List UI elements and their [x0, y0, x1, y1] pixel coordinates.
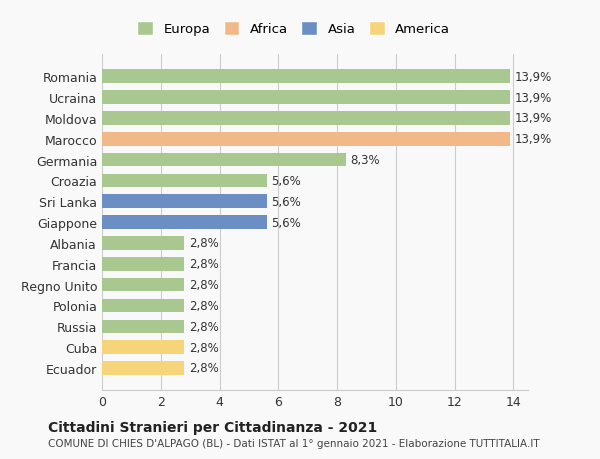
Text: 2,8%: 2,8%: [188, 299, 218, 312]
Bar: [102, 174, 266, 188]
Bar: [102, 320, 184, 333]
Text: 2,8%: 2,8%: [188, 320, 218, 333]
Bar: [102, 91, 511, 105]
Text: 13,9%: 13,9%: [515, 71, 552, 84]
Text: 2,8%: 2,8%: [188, 279, 218, 291]
Text: 2,8%: 2,8%: [188, 257, 218, 271]
Text: 5,6%: 5,6%: [271, 196, 301, 208]
Bar: [102, 257, 184, 271]
Text: 2,8%: 2,8%: [188, 237, 218, 250]
Legend: Europa, Africa, Asia, America: Europa, Africa, Asia, America: [133, 18, 454, 40]
Bar: [102, 341, 184, 354]
Text: COMUNE DI CHIES D'ALPAGO (BL) - Dati ISTAT al 1° gennaio 2021 - Elaborazione TUT: COMUNE DI CHIES D'ALPAGO (BL) - Dati IST…: [48, 438, 539, 448]
Text: 2,8%: 2,8%: [188, 341, 218, 354]
Text: 13,9%: 13,9%: [515, 91, 552, 104]
Bar: [102, 133, 511, 146]
Bar: [102, 361, 184, 375]
Text: 13,9%: 13,9%: [515, 133, 552, 146]
Bar: [102, 216, 266, 230]
Bar: [102, 153, 346, 167]
Text: 2,8%: 2,8%: [188, 362, 218, 375]
Bar: [102, 299, 184, 313]
Text: Cittadini Stranieri per Cittadinanza - 2021: Cittadini Stranieri per Cittadinanza - 2…: [48, 420, 377, 434]
Text: 5,6%: 5,6%: [271, 216, 301, 229]
Text: 5,6%: 5,6%: [271, 174, 301, 188]
Bar: [102, 278, 184, 292]
Bar: [102, 112, 511, 125]
Bar: [102, 195, 266, 208]
Bar: [102, 70, 511, 84]
Text: 13,9%: 13,9%: [515, 112, 552, 125]
Bar: [102, 237, 184, 250]
Text: 8,3%: 8,3%: [350, 154, 380, 167]
